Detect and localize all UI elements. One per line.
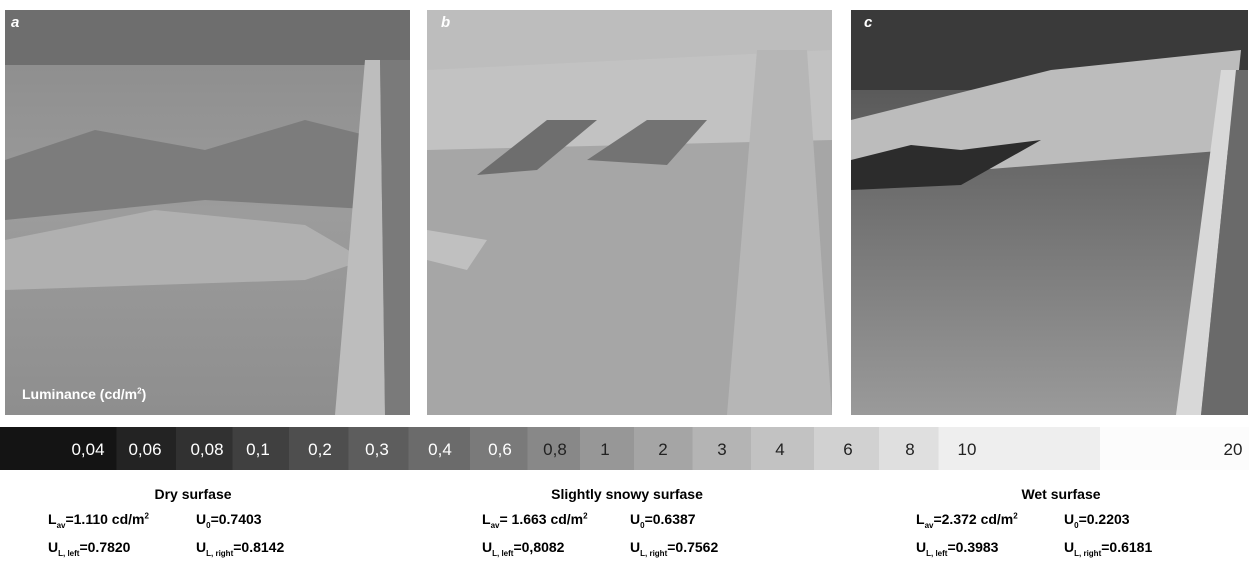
stat-symbol: U (196, 539, 206, 555)
stat-sub: L, right (1074, 549, 1101, 558)
caption-title: Dry surfase (0, 486, 403, 502)
scale-label: 8 (905, 440, 914, 460)
scale-label: 0,2 (308, 440, 332, 460)
scale-label: 0,1 (246, 440, 270, 460)
stat: UL, right=0.8142 (196, 539, 284, 558)
stat-value: =0,8082 (513, 539, 564, 555)
scale-label: 0,04 (71, 440, 104, 460)
stat-symbol: U (916, 539, 926, 555)
stat: UL, left=0.3983 (916, 539, 1064, 558)
scale-label: 4 (775, 440, 784, 460)
stat-symbol: U (1064, 539, 1074, 555)
stat-symbol: U (48, 539, 58, 555)
stat: Lav=1.110 cd/m2 (48, 511, 196, 530)
scale-label: 10 (958, 440, 977, 460)
stat-symbol: U (196, 511, 206, 527)
luminance-scale (0, 427, 1249, 470)
scale-label: 0,06 (128, 440, 161, 460)
stat-symbol: L (48, 511, 57, 527)
stat-value: =0.7562 (667, 539, 718, 555)
stat-value: =0.7403 (211, 511, 262, 527)
photo-snowy (427, 10, 832, 415)
stat-sub: L, left (492, 549, 513, 558)
stat-sup: 2 (583, 511, 587, 520)
stat: Lav= 1.663 cd/m2 (482, 511, 630, 530)
stat: U0=0.2203 (1064, 511, 1130, 530)
scale-label: 0,6 (488, 440, 512, 460)
stat: UL, right=0.7562 (630, 539, 718, 558)
stat: UL, left=0,8082 (482, 539, 630, 558)
scale-label: 0,8 (543, 440, 567, 460)
photo-dry (5, 10, 410, 415)
scale-label: 20 (1224, 440, 1243, 460)
stat-value: =0.3983 (947, 539, 998, 555)
stat: UL, right=0.6181 (1064, 539, 1152, 558)
photo-wet (847, 10, 1249, 415)
page: {"panels": [ {"label": "a", "caption": "… (0, 0, 1249, 568)
stat-value: =0.2203 (1079, 511, 1130, 527)
stat-sub: L, right (206, 549, 233, 558)
scale-label: 0,08 (190, 440, 223, 460)
stat-value: =0.7820 (79, 539, 130, 555)
stat-value: =0.8142 (233, 539, 284, 555)
panel-label: c (864, 14, 872, 31)
scale-label: 0,4 (428, 440, 452, 460)
stat-symbol: U (630, 511, 640, 527)
caption-title: Wet surfase (851, 486, 1249, 502)
scale-title: Luminance (cd/m2) (22, 386, 146, 402)
stat-sub: L, left (58, 549, 79, 558)
stat-sub: L, right (640, 549, 667, 558)
scale-label: 6 (843, 440, 852, 460)
scale-title-text: Luminance (cd/m (22, 386, 137, 402)
panel-label: b (441, 14, 450, 31)
stat-symbol: L (916, 511, 925, 527)
stat-value: =2.372 cd/m (933, 511, 1013, 527)
stat-value: =0.6181 (1101, 539, 1152, 555)
scale-label: 3 (717, 440, 726, 460)
stat-value: =0.6387 (645, 511, 696, 527)
scale-label: 1 (600, 440, 609, 460)
caption-title: Slightly snowy surfase (417, 486, 837, 502)
stat-value: =1.110 cd/m (65, 511, 144, 527)
stat-symbol: U (630, 539, 640, 555)
scale-label: 0,3 (365, 440, 389, 460)
scale-title-close: ) (142, 386, 147, 402)
stat-sup: 2 (144, 511, 148, 520)
stat: U0=0.7403 (196, 511, 262, 530)
stat-sub: L, left (926, 549, 947, 558)
panel-label: a (11, 14, 19, 31)
scale-label: 2 (658, 440, 667, 460)
stat-symbol: U (482, 539, 492, 555)
stat: Lav=2.372 cd/m2 (916, 511, 1064, 530)
stat: UL, left=0.7820 (48, 539, 196, 558)
stat-symbol: L (482, 511, 491, 527)
stat-value: = 1.663 cd/m (499, 511, 583, 527)
stat-symbol: U (1064, 511, 1074, 527)
stat: U0=0.6387 (630, 511, 696, 530)
stat-sup: 2 (1013, 511, 1017, 520)
